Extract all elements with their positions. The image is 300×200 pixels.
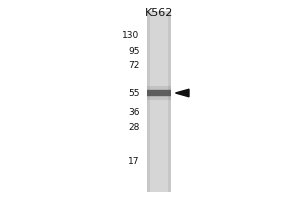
Bar (168, 11, 171, 192)
Bar (147, 11, 171, 192)
Bar (147, 11, 150, 192)
Polygon shape (176, 89, 189, 97)
Text: 55: 55 (128, 88, 140, 98)
Text: 17: 17 (128, 158, 140, 166)
Bar (147, 90, 171, 96)
Text: 72: 72 (128, 60, 140, 70)
Bar (147, 96, 171, 97)
Text: 28: 28 (128, 123, 140, 132)
Bar (147, 89, 171, 90)
Text: 95: 95 (128, 46, 140, 55)
Bar (147, 97, 171, 100)
Bar (147, 86, 171, 89)
Text: 130: 130 (122, 30, 140, 40)
Text: 36: 36 (128, 108, 140, 117)
Text: K562: K562 (145, 8, 173, 18)
